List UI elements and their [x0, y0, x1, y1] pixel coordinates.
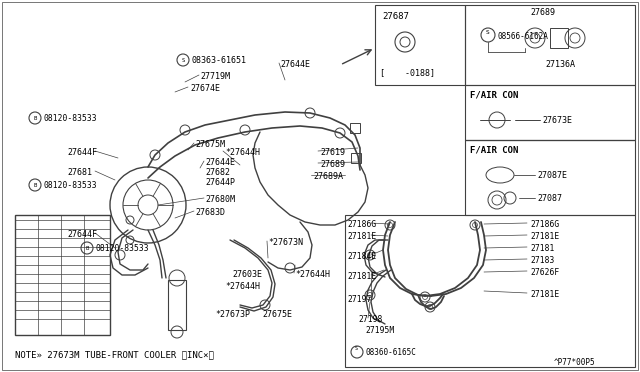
Text: 27181: 27181	[530, 244, 554, 253]
Text: B: B	[33, 183, 36, 187]
Text: S: S	[181, 58, 184, 62]
Bar	[350, 123, 360, 133]
Text: 27689: 27689	[320, 160, 345, 169]
Bar	[465, 140, 635, 215]
Text: 27181E: 27181E	[347, 232, 376, 241]
Bar	[168, 280, 186, 330]
Text: 27136A: 27136A	[545, 60, 575, 69]
Bar	[550, 28, 568, 48]
Text: 27680M: 27680M	[205, 195, 235, 204]
Text: 27181E: 27181E	[347, 272, 376, 281]
Text: *27673P: *27673P	[215, 310, 250, 319]
Bar	[375, 5, 465, 85]
Text: B: B	[33, 115, 36, 121]
Text: 27186G: 27186G	[530, 220, 559, 229]
Text: 27681: 27681	[67, 168, 92, 177]
Bar	[351, 153, 361, 163]
Text: 08120-83533: 08120-83533	[44, 114, 98, 123]
Bar	[465, 85, 635, 140]
Text: 27184E: 27184E	[347, 252, 376, 261]
Text: S: S	[485, 29, 489, 35]
Text: 08566-6162A: 08566-6162A	[498, 32, 549, 41]
Text: 27181E: 27181E	[530, 232, 559, 241]
Text: 27682: 27682	[205, 168, 230, 177]
Text: 08360-6165C: 08360-6165C	[365, 348, 416, 357]
Text: 27197: 27197	[347, 295, 371, 304]
Text: 08120-83533: 08120-83533	[44, 181, 98, 190]
Bar	[345, 215, 635, 367]
Bar	[15, 215, 110, 335]
Text: 27719M: 27719M	[200, 72, 230, 81]
Text: [    -0188]: [ -0188]	[380, 68, 435, 77]
Text: 27644E: 27644E	[280, 60, 310, 69]
Text: 27198: 27198	[358, 315, 382, 324]
Text: 27644E: 27644E	[205, 158, 235, 167]
Text: NOTE» 27673M TUBE-FRONT COOLER 〈INC×〉: NOTE» 27673M TUBE-FRONT COOLER 〈INC×〉	[15, 350, 214, 359]
Text: B: B	[85, 246, 88, 250]
Text: S: S	[355, 346, 357, 352]
Text: 27675M: 27675M	[195, 140, 225, 149]
Text: *27673N: *27673N	[268, 238, 303, 247]
Text: 27644F: 27644F	[67, 230, 97, 239]
Text: 27181E: 27181E	[530, 290, 559, 299]
Text: 27644F: 27644F	[67, 148, 97, 157]
Text: 27674E: 27674E	[190, 84, 220, 93]
Text: 27183: 27183	[530, 256, 554, 265]
Text: 27689A: 27689A	[313, 172, 343, 181]
Text: 27673E: 27673E	[542, 116, 572, 125]
Text: 27186G: 27186G	[347, 220, 376, 229]
Text: 08120-83533: 08120-83533	[96, 244, 150, 253]
Text: 27644P: 27644P	[205, 178, 235, 187]
Text: 27619: 27619	[320, 148, 345, 157]
Text: *27644H: *27644H	[225, 282, 260, 291]
Text: 27087: 27087	[537, 194, 562, 203]
Text: 27675E: 27675E	[262, 310, 292, 319]
Text: ^P77*00P5: ^P77*00P5	[554, 358, 595, 367]
Text: 27689: 27689	[530, 8, 555, 17]
Text: 08363-61651: 08363-61651	[192, 56, 247, 65]
Text: F/AIR CON: F/AIR CON	[470, 145, 518, 154]
Text: 27195M: 27195M	[365, 326, 394, 335]
Text: F/AIR CON: F/AIR CON	[470, 90, 518, 99]
Bar	[465, 5, 635, 85]
Text: 27683D: 27683D	[195, 208, 225, 217]
Text: *27644H: *27644H	[295, 270, 330, 279]
Text: 27603E: 27603E	[232, 270, 262, 279]
Text: 27626F: 27626F	[530, 268, 559, 277]
Text: *27644H: *27644H	[225, 148, 260, 157]
Text: 27087E: 27087E	[537, 171, 567, 180]
Text: 27687: 27687	[382, 12, 409, 21]
